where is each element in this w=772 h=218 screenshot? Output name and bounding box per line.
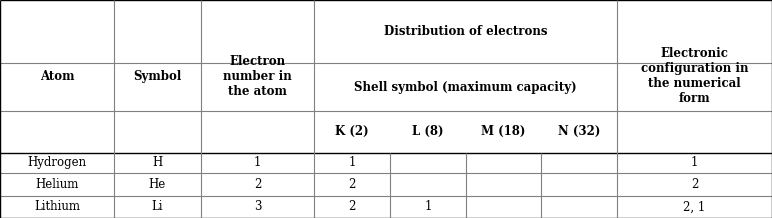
Text: Electron
number in
the atom: Electron number in the atom [223,55,292,98]
Text: 2: 2 [691,178,698,191]
Text: Hydrogen: Hydrogen [27,157,86,169]
Text: 1: 1 [254,157,261,169]
Text: 3: 3 [254,200,261,213]
Text: 2, 1: 2, 1 [683,200,706,213]
Text: 1: 1 [349,157,356,169]
Text: 1: 1 [691,157,698,169]
Text: K (2): K (2) [336,125,369,138]
Text: Electronic
configuration in
the numerical
form: Electronic configuration in the numerica… [641,47,748,105]
Text: Helium: Helium [36,178,79,191]
Text: Shell symbol (maximum capacity): Shell symbol (maximum capacity) [354,81,577,94]
Text: Lithium: Lithium [34,200,80,213]
Text: He: He [148,178,166,191]
Text: H: H [152,157,162,169]
Text: Atom: Atom [39,70,74,83]
Text: Distribution of electrons: Distribution of electrons [384,25,547,38]
Text: 2: 2 [349,178,356,191]
Text: Symbol: Symbol [133,70,181,83]
Text: L (8): L (8) [412,125,444,138]
Text: 1: 1 [425,200,432,213]
Text: 2: 2 [349,200,356,213]
Text: Li: Li [151,200,163,213]
Text: M (18): M (18) [482,125,526,138]
Text: N (32): N (32) [558,125,601,138]
Text: 2: 2 [254,178,261,191]
